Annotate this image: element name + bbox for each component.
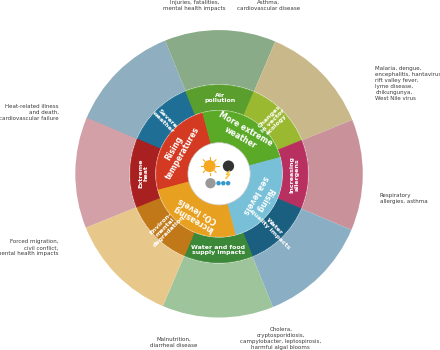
Circle shape <box>216 181 221 186</box>
Wedge shape <box>86 174 219 306</box>
Text: Water
quality impacts: Water quality impacts <box>249 205 295 251</box>
Wedge shape <box>219 120 363 230</box>
Text: Rising
temperatures: Rising temperatures <box>155 120 202 181</box>
Wedge shape <box>86 41 219 174</box>
Wedge shape <box>242 198 301 256</box>
Wedge shape <box>227 158 282 234</box>
Text: Water and food
supply impacts: Water and food supply impacts <box>191 245 246 255</box>
Text: Malnutrition,
diarrheal disease: Malnutrition, diarrheal disease <box>150 337 198 348</box>
Text: Rising
sea levels: Rising sea levels <box>241 174 279 220</box>
Circle shape <box>221 181 226 186</box>
Text: Severe
weather: Severe weather <box>151 106 179 134</box>
Text: Air
pollution: Air pollution <box>204 93 235 103</box>
Wedge shape <box>219 42 352 174</box>
Text: Injuries, fatalities,
mental health impacts: Injuries, fatalities, mental health impa… <box>163 0 226 10</box>
Circle shape <box>205 178 216 188</box>
Circle shape <box>155 110 283 238</box>
Circle shape <box>188 143 250 205</box>
Text: Respiratory
allergies, asthma: Respiratory allergies, asthma <box>380 193 427 204</box>
Wedge shape <box>277 140 308 209</box>
Text: Increasing
CO₂ levels: Increasing CO₂ levels <box>171 195 220 234</box>
Wedge shape <box>137 91 195 150</box>
Text: Increasing
allergens: Increasing allergens <box>290 156 300 193</box>
Text: Malaria, dengue,
encephalitis, hantavirus,
rift valley fever,
lyme disease,
chik: Malaria, dengue, encephalitis, hantaviru… <box>375 66 440 101</box>
Text: Changes
in vector
ecology: Changes in vector ecology <box>257 104 290 137</box>
Circle shape <box>204 160 216 172</box>
Wedge shape <box>244 92 301 150</box>
Text: Environ-
mental
degradation: Environ- mental degradation <box>144 206 186 248</box>
Wedge shape <box>130 139 161 207</box>
Wedge shape <box>75 118 219 228</box>
Circle shape <box>226 181 231 186</box>
Wedge shape <box>137 197 194 256</box>
Text: Extreme
heat: Extreme heat <box>138 159 148 188</box>
Wedge shape <box>156 113 211 190</box>
Text: Asthma,
cardiovascular disease: Asthma, cardiovascular disease <box>237 0 300 10</box>
Wedge shape <box>203 111 280 166</box>
Text: Cholera,
cryptosporidiosis,
campylobacter, leptospirosis,
harmful algal blooms: Cholera, cryptosporidiosis, campylobacte… <box>240 327 321 350</box>
Wedge shape <box>184 232 253 263</box>
Text: Forced migration,
civil conflict,
mental health impacts: Forced migration, civil conflict, mental… <box>0 239 59 257</box>
Wedge shape <box>186 85 254 116</box>
Wedge shape <box>158 182 235 237</box>
Text: More extreme
weather: More extreme weather <box>212 110 274 156</box>
Circle shape <box>223 160 234 172</box>
Text: Heat-related illness
and death,
cardiovascular failure: Heat-related illness and death, cardiova… <box>0 104 59 120</box>
Circle shape <box>129 84 309 264</box>
Wedge shape <box>163 174 273 317</box>
Wedge shape <box>165 30 275 174</box>
Wedge shape <box>219 174 351 307</box>
